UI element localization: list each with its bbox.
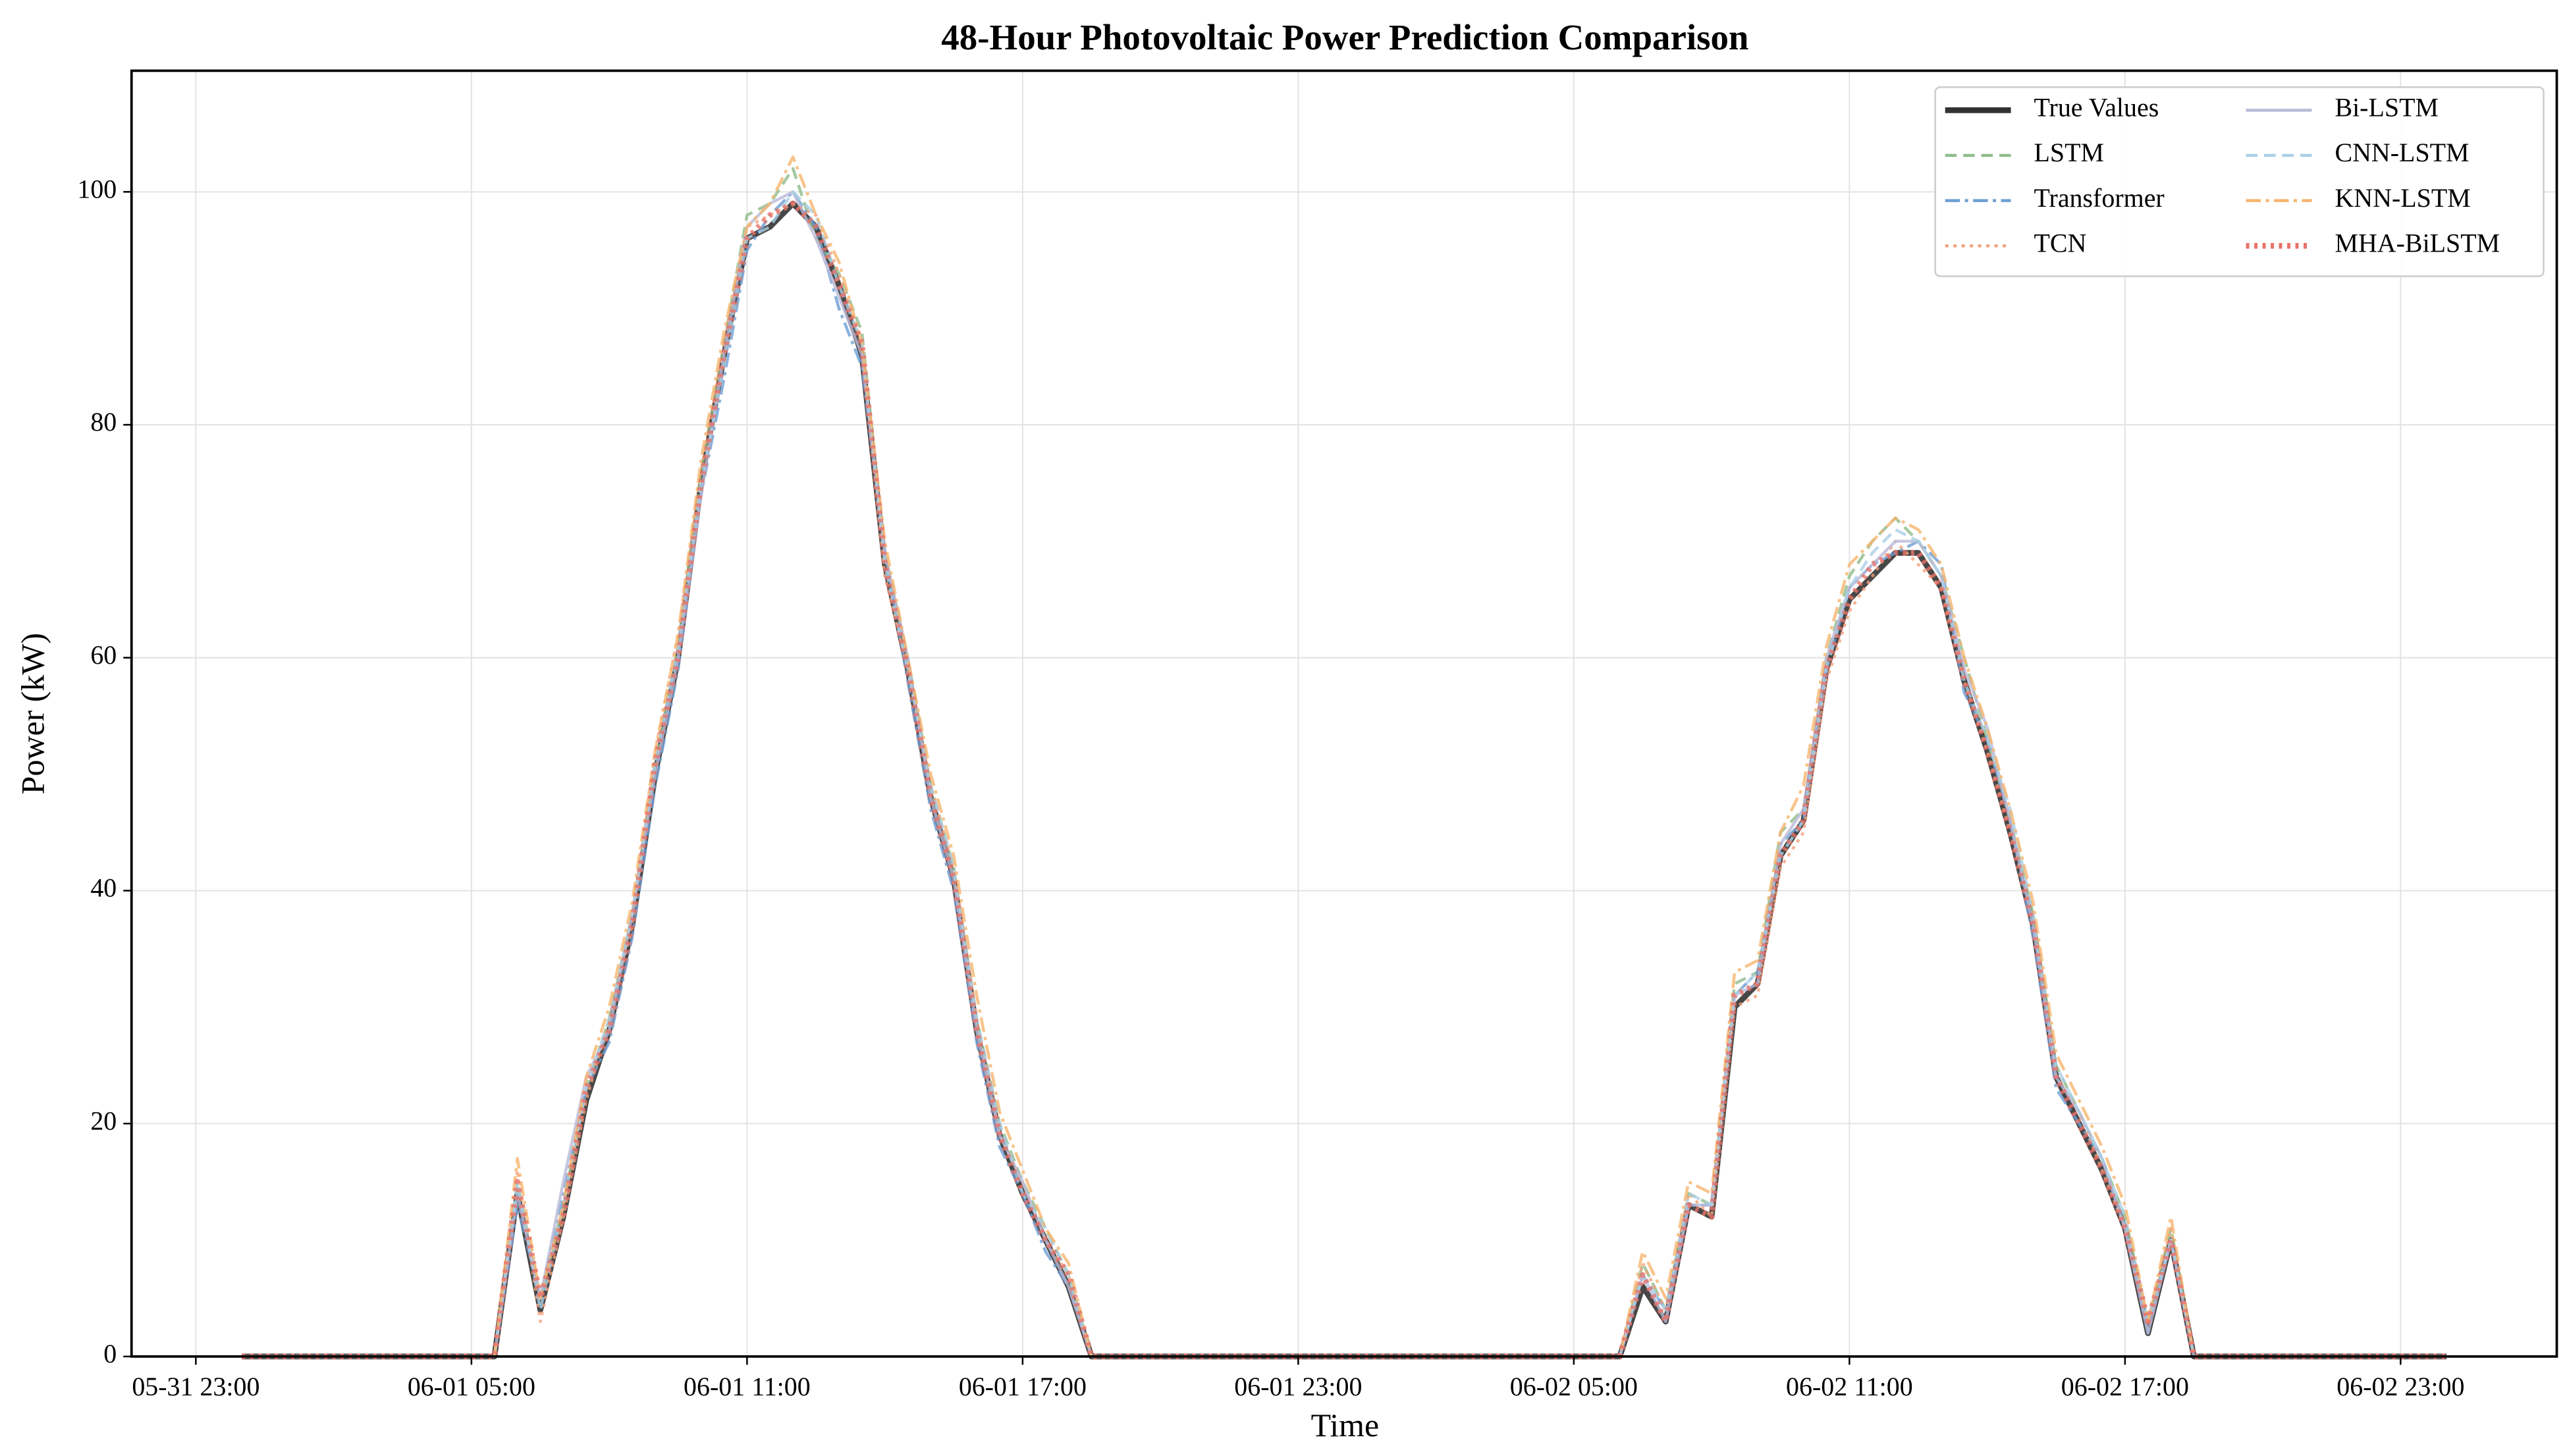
x-tick-label: 06-01 17:00 bbox=[959, 1372, 1087, 1401]
legend-label: Transformer bbox=[2034, 183, 2165, 213]
y-tick-label: 80 bbox=[90, 407, 117, 437]
legend: True Values LSTM Transformer TCN Bi-LSTM CNN-… bbox=[1934, 86, 2545, 277]
legend-label: TCN bbox=[2034, 228, 2087, 257]
legend-label: Bi-LSTM bbox=[2335, 93, 2439, 122]
y-tick-label: 0 bbox=[103, 1339, 117, 1368]
x-tick-label: 06-02 05:00 bbox=[1510, 1372, 1638, 1401]
grid bbox=[131, 70, 2557, 1357]
series-line bbox=[242, 200, 2447, 1360]
lines bbox=[242, 155, 2447, 1360]
plot-frame bbox=[130, 69, 2558, 1358]
legend-label: CNN-LSTM bbox=[2335, 138, 2469, 167]
x-tick-label: 06-01 05:00 bbox=[408, 1372, 535, 1401]
x-tick-label: 06-01 23:00 bbox=[1234, 1372, 1362, 1401]
legend-label: True Values bbox=[2034, 93, 2159, 122]
legend-label: KNN-LSTM bbox=[2335, 183, 2470, 213]
x-tick-label: 06-02 11:00 bbox=[1786, 1372, 1913, 1401]
chart-title: 48-Hour Photovoltaic Power Prediction Co… bbox=[941, 17, 1748, 57]
legend-label: MHA-BiLSTM bbox=[2335, 228, 2500, 257]
y-tick-label: 100 bbox=[77, 175, 117, 204]
x-tick-label: 06-01 11:00 bbox=[684, 1372, 811, 1401]
series-line bbox=[242, 200, 2447, 1360]
x-tick-label: 06-02 23:00 bbox=[2336, 1372, 2464, 1401]
y-tick-label: 60 bbox=[90, 640, 117, 670]
x-tick-label: 05-31 23:00 bbox=[132, 1372, 259, 1401]
x-tick-label: 06-02 17:00 bbox=[2061, 1372, 2189, 1401]
legend-box bbox=[1934, 86, 2545, 277]
y-tick-label: 40 bbox=[90, 873, 117, 903]
axes: 0 20 40 60 80 100 05-31 23:00 06-01 05:00 06-01 … bbox=[77, 175, 2464, 1401]
y-axis-label: Power (kW) bbox=[14, 633, 51, 794]
series-line bbox=[242, 155, 2447, 1359]
y-tick-label: 20 bbox=[90, 1106, 117, 1135]
x-axis-label: Time bbox=[1311, 1407, 1380, 1443]
legend-label: LSTM bbox=[2034, 138, 2105, 167]
